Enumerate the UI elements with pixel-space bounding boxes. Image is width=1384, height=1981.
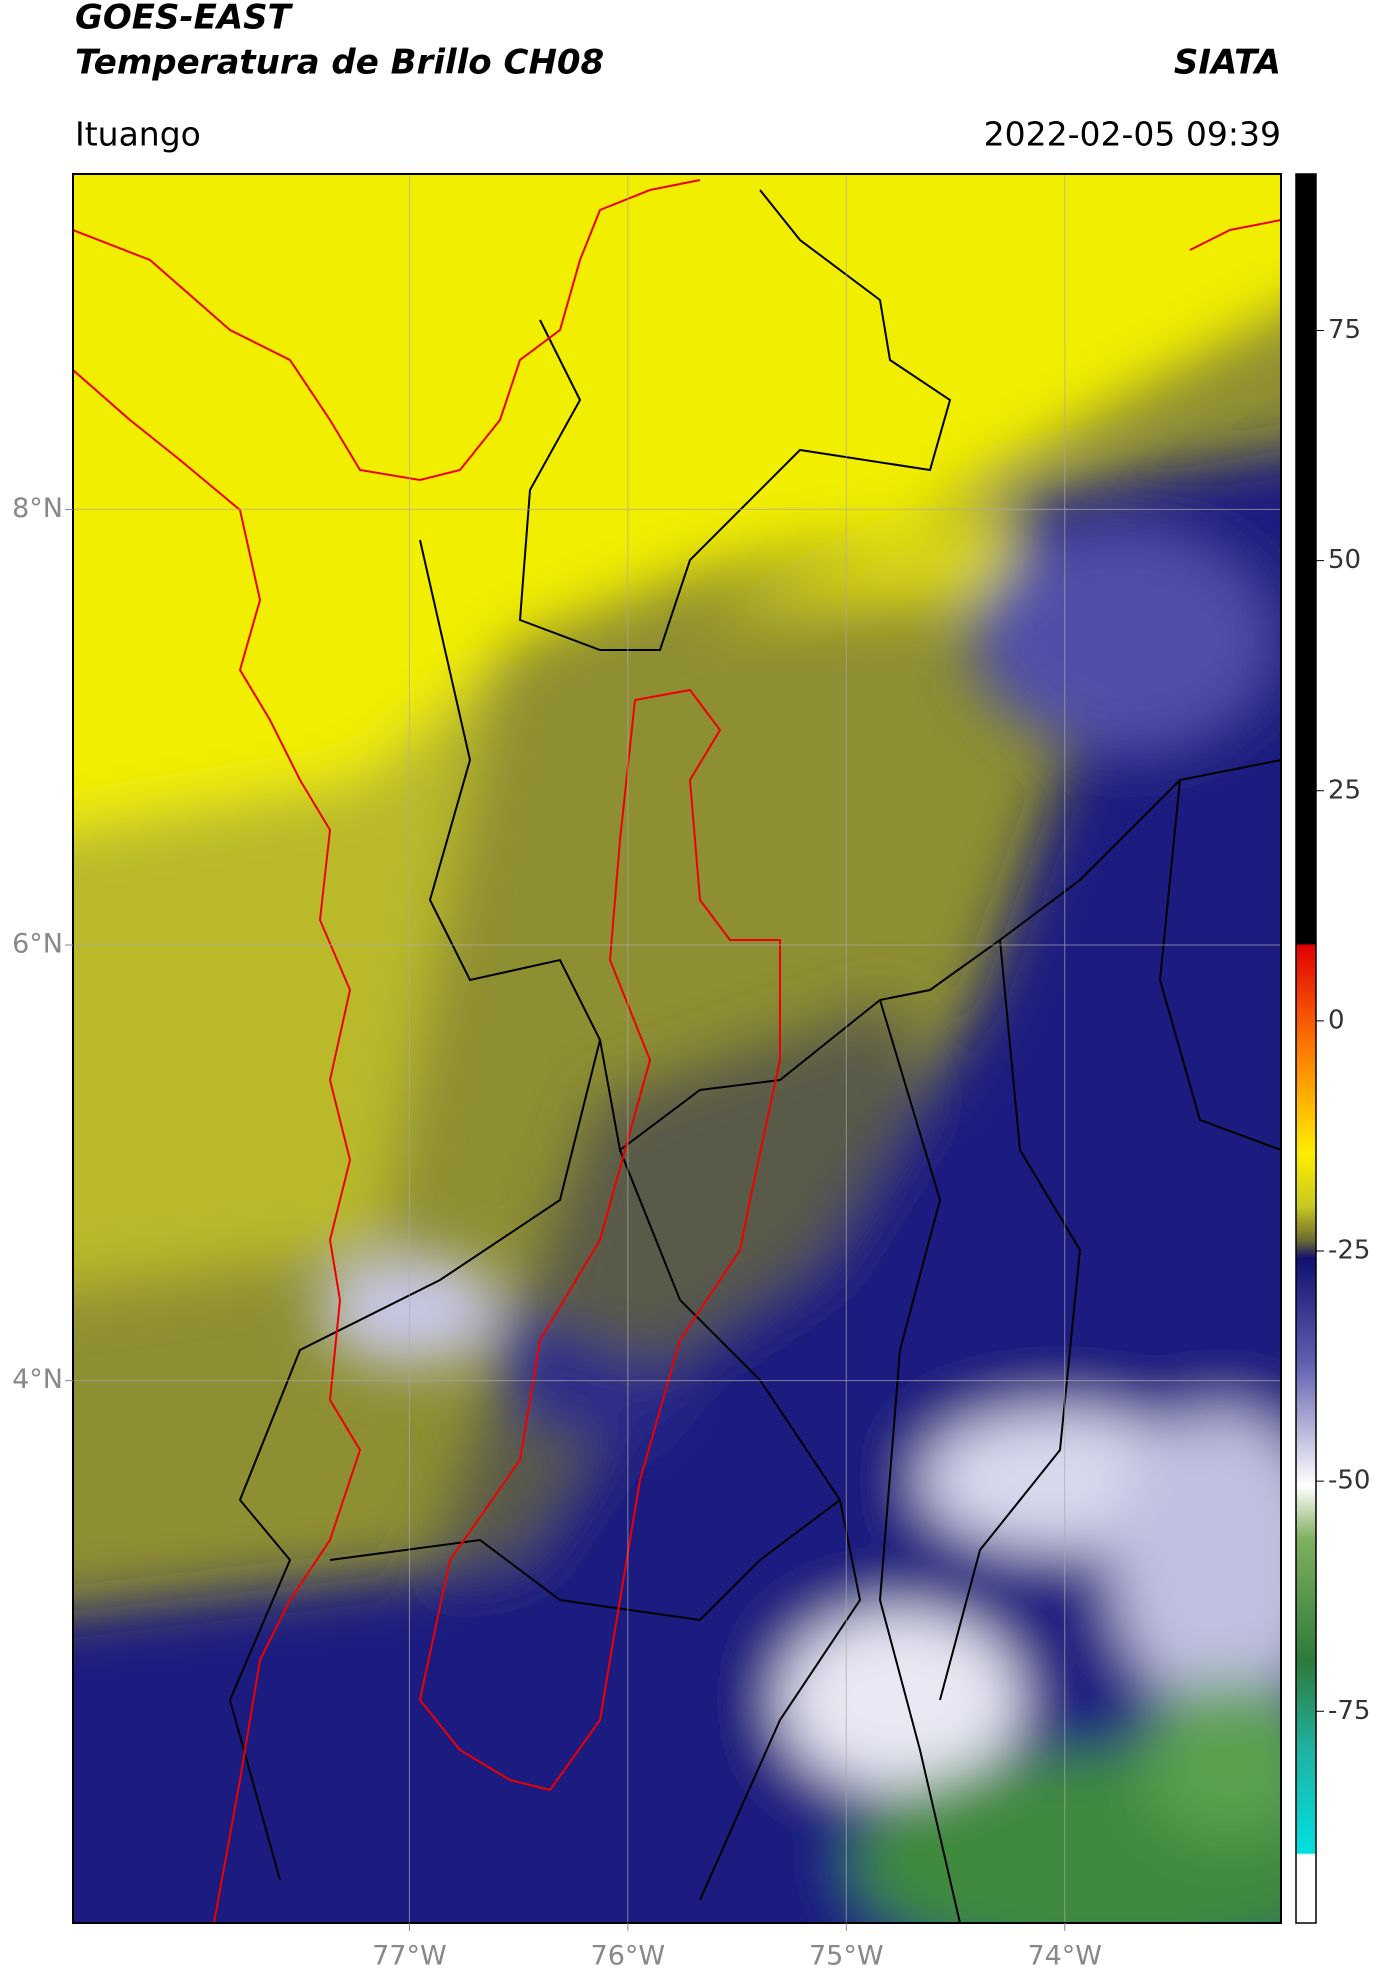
map-frame xyxy=(72,173,1282,1924)
location: Ituango xyxy=(75,115,201,154)
colorbar-tick-label: -75 xyxy=(1328,1696,1370,1726)
x-tick-label: 74°W xyxy=(1027,1941,1102,1972)
timestamp: 2022-02-05 09:39 xyxy=(984,115,1281,154)
colorbar-tick-label: 0 xyxy=(1328,1005,1345,1035)
colorbar-tick-label: -50 xyxy=(1328,1466,1370,1496)
y-tick-label: 6°N xyxy=(12,929,63,960)
y-tick-label: 4°N xyxy=(12,1364,63,1395)
colorbar-tick-label: 25 xyxy=(1328,775,1361,805)
title: GOES-EAST xyxy=(75,0,294,38)
coastline xyxy=(73,179,1281,1923)
x-tick-label: 77°W xyxy=(372,1941,447,1972)
y-tick-label: 8°N xyxy=(12,493,63,524)
x-tick-label: 75°W xyxy=(809,1941,884,1972)
x-tick-label: 76°W xyxy=(591,1941,666,1972)
agency: SIATA xyxy=(1174,43,1281,83)
subtitle: Temperatura de Brillo CH08 xyxy=(75,43,604,83)
colorbar-tick-label: -25 xyxy=(1328,1236,1370,1266)
colorbar-tick-label: 50 xyxy=(1328,545,1361,575)
colorbar xyxy=(1295,173,1317,1924)
borders xyxy=(228,189,1281,1923)
colorbar-tick-label: 75 xyxy=(1328,315,1361,345)
satellite-image xyxy=(73,174,1281,1923)
